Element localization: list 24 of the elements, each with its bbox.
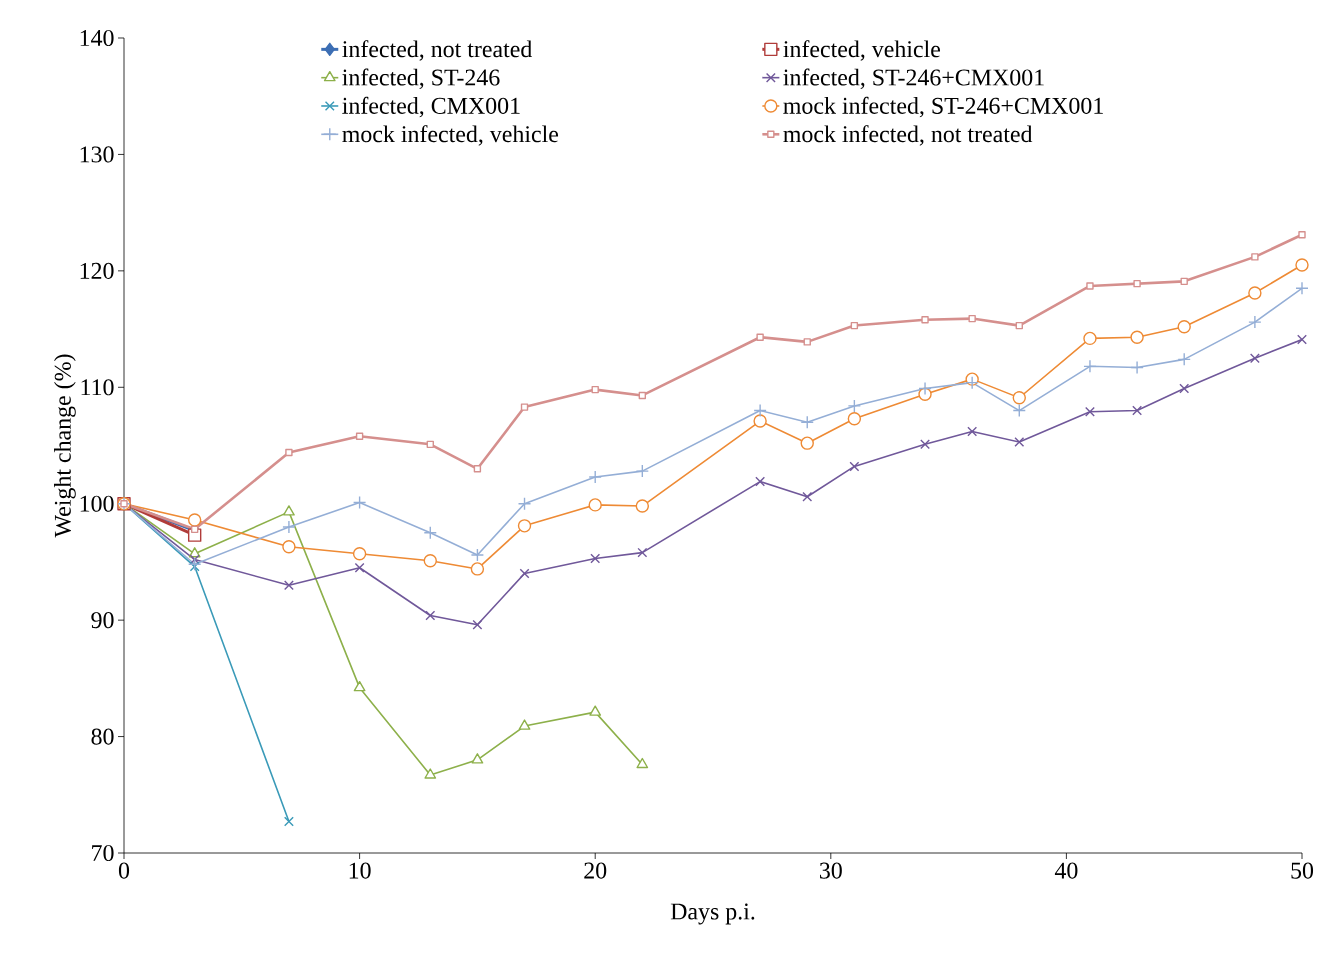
y-tick-label: 90 [91,612,114,629]
x-axis-title: Days p.i. [670,903,755,925]
x-tick-label: 50 [1291,862,1314,879]
legend-label: mock infected, ST-246+CMX001 [783,96,1103,118]
y-tick-label: 140 [80,29,114,47]
y-tick-label: 110 [81,379,114,396]
y-tick-label: 70 [92,844,114,862]
legend-label: infected, not treated [342,40,533,61]
legend-label: mock infected, not treated [783,125,1033,146]
x-tick-label: 0 [118,862,130,879]
y-tick-label: 100 [80,495,114,512]
x-tick-label: 30 [819,862,842,879]
y-tick-label: 120 [80,262,114,279]
x-tick-label: 40 [1054,862,1078,879]
legend-label: infected, vehicle [783,40,941,61]
legend-label: infected, ST-246+CMX001 [783,68,1044,90]
x-tick-label: 10 [349,862,371,879]
x-tick-label: 20 [584,862,607,879]
legend-label: mock infected, vehicle [342,125,559,146]
y-axis-title: Weight change (%) [54,354,76,538]
legend-label: infected, CMX001 [342,96,520,118]
legend-label: infected, ST-246 [342,68,500,90]
y-tick-label: 80 [91,728,114,745]
y-tick-label: 130 [80,146,114,163]
